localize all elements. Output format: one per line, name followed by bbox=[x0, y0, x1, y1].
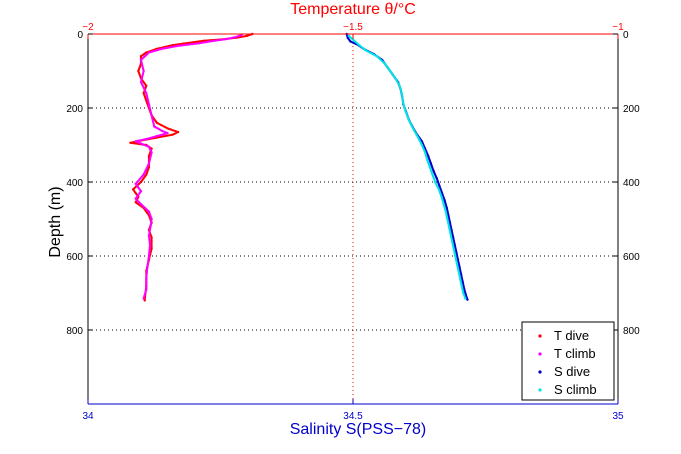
legend-label: T dive bbox=[554, 328, 589, 343]
right-tick-label: 800 bbox=[623, 326, 640, 337]
axes bbox=[87, 33, 619, 405]
legend-box bbox=[521, 321, 615, 401]
bottom-tick-label: 34.5 bbox=[343, 411, 363, 422]
legend-label: S dive bbox=[554, 364, 590, 379]
left-tick-label: 0 bbox=[77, 30, 83, 41]
legend: T dive T climb S dive S climb bbox=[521, 321, 615, 401]
top-tick-label: −1 bbox=[612, 22, 624, 33]
y-axis-title: Depth (m) bbox=[47, 186, 64, 257]
bottom-tick-label: 34 bbox=[82, 411, 94, 422]
top-tick-label: −2 bbox=[82, 22, 94, 33]
data-point bbox=[143, 299, 146, 302]
right-tick-label: 0 bbox=[623, 30, 629, 41]
data-point bbox=[464, 297, 467, 300]
legend-marker bbox=[538, 352, 542, 356]
top-axis-title: Temperature θ/°C bbox=[290, 1, 416, 18]
data-point bbox=[142, 297, 145, 300]
tick-labels: −2 −1.5 −1 34 34.5 35 0 0 200 200 400 400 600 600 800 8… bbox=[66, 22, 640, 422]
legend-label: S climb bbox=[554, 382, 597, 397]
grid bbox=[88, 34, 618, 404]
right-tick-label: 600 bbox=[623, 252, 640, 263]
left-tick-label: 200 bbox=[66, 104, 83, 115]
bottom-axis-title: Salinity S(PSS−78) bbox=[290, 421, 427, 438]
data-point bbox=[466, 298, 469, 301]
left-tick-label: 800 bbox=[66, 326, 83, 337]
series-t-climb bbox=[134, 33, 243, 300]
right-tick-label: 200 bbox=[623, 104, 640, 115]
left-tick-label: 600 bbox=[66, 252, 83, 263]
legend-marker bbox=[538, 370, 542, 374]
top-tick-label: −1.5 bbox=[343, 22, 363, 33]
series-s-climb bbox=[347, 34, 467, 300]
data-points bbox=[129, 32, 469, 302]
legend-marker bbox=[538, 388, 542, 392]
left-tick-label: 400 bbox=[66, 178, 83, 189]
right-tick-label: 400 bbox=[623, 178, 640, 189]
legend-marker bbox=[538, 334, 542, 338]
bottom-tick-label: 35 bbox=[612, 411, 624, 422]
legend-label: T climb bbox=[554, 346, 596, 361]
